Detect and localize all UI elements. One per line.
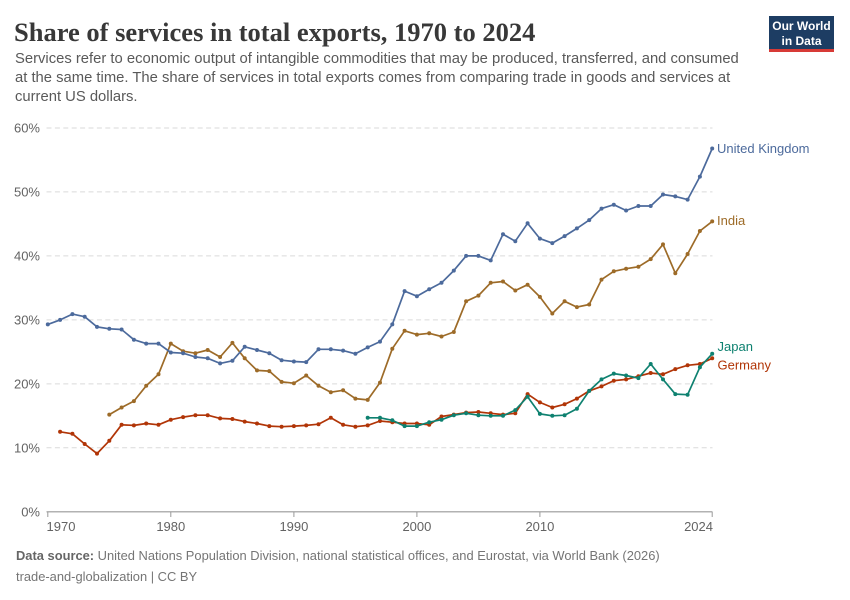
svg-text:2000: 2000 [402,519,431,534]
svg-text:10%: 10% [14,440,40,455]
svg-text:1980: 1980 [156,519,185,534]
svg-text:2010: 2010 [525,519,554,534]
svg-text:1990: 1990 [279,519,308,534]
svg-text:United Kingdom: United Kingdom [717,141,810,156]
svg-text:2024: 2024 [684,519,713,534]
svg-text:Germany: Germany [718,358,772,373]
svg-text:40%: 40% [14,248,40,263]
svg-text:Japan: Japan [718,339,753,354]
svg-text:20%: 20% [14,376,40,391]
svg-text:0%: 0% [21,504,40,519]
svg-text:50%: 50% [14,184,40,199]
svg-text:60%: 60% [14,121,40,136]
svg-text:1970: 1970 [47,519,76,534]
svg-text:30%: 30% [14,312,40,327]
svg-text:India: India [717,213,746,228]
